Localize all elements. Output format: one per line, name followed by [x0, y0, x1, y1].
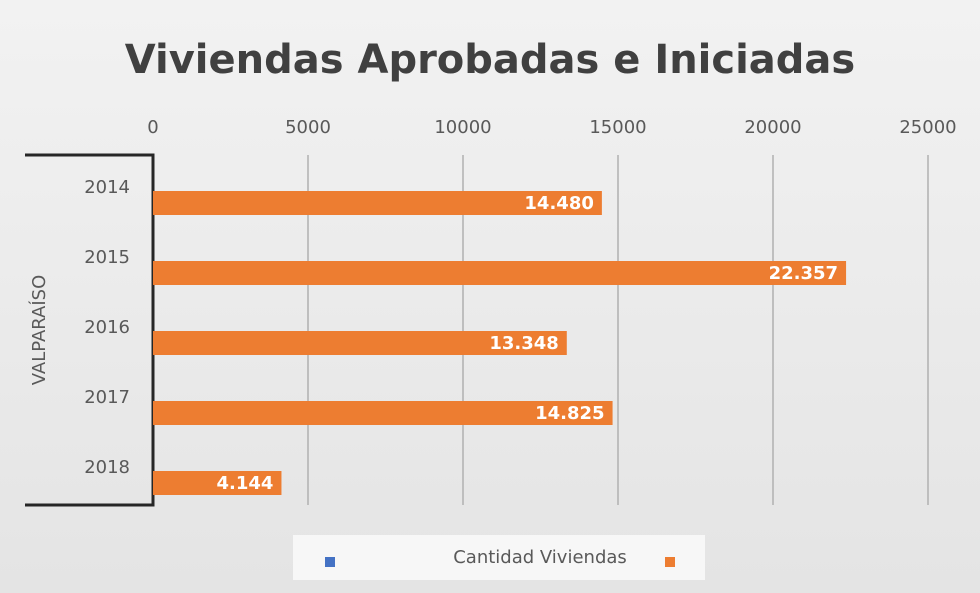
x-tick-label: 20000 — [744, 117, 801, 138]
data-label: 4.144 — [217, 473, 274, 494]
y-tick-label: 2016 — [84, 317, 130, 338]
x-tick-label: 25000 — [899, 117, 956, 138]
bar — [153, 261, 847, 285]
legend-marker — [325, 557, 335, 567]
legend-marker — [665, 557, 675, 567]
x-tick-label: 5000 — [285, 117, 331, 138]
legend — [293, 535, 705, 580]
data-label: 13.348 — [489, 333, 558, 354]
category-axis — [25, 153, 155, 507]
x-tick-label: 15000 — [589, 117, 646, 138]
legend-label: Cantidad Viviendas — [453, 547, 627, 568]
bar — [153, 401, 613, 425]
y-tick-label: 2014 — [84, 177, 130, 198]
y-tick-label: 2017 — [84, 387, 130, 408]
bar — [153, 471, 282, 495]
bar — [153, 191, 602, 215]
x-tick-label: 10000 — [434, 117, 491, 138]
y-tick-label: 2015 — [84, 247, 130, 268]
x-tick-label: 0 — [147, 117, 158, 138]
chart-title: Viviendas Aprobadas e Iniciadas — [125, 37, 855, 83]
y-tick-label: 2018 — [84, 457, 130, 478]
data-label: 14.825 — [535, 403, 604, 424]
bar — [153, 331, 567, 355]
group-label: VALPARAÍSO — [28, 275, 50, 386]
data-label: 22.357 — [769, 263, 838, 284]
data-label: 14.480 — [524, 193, 593, 214]
